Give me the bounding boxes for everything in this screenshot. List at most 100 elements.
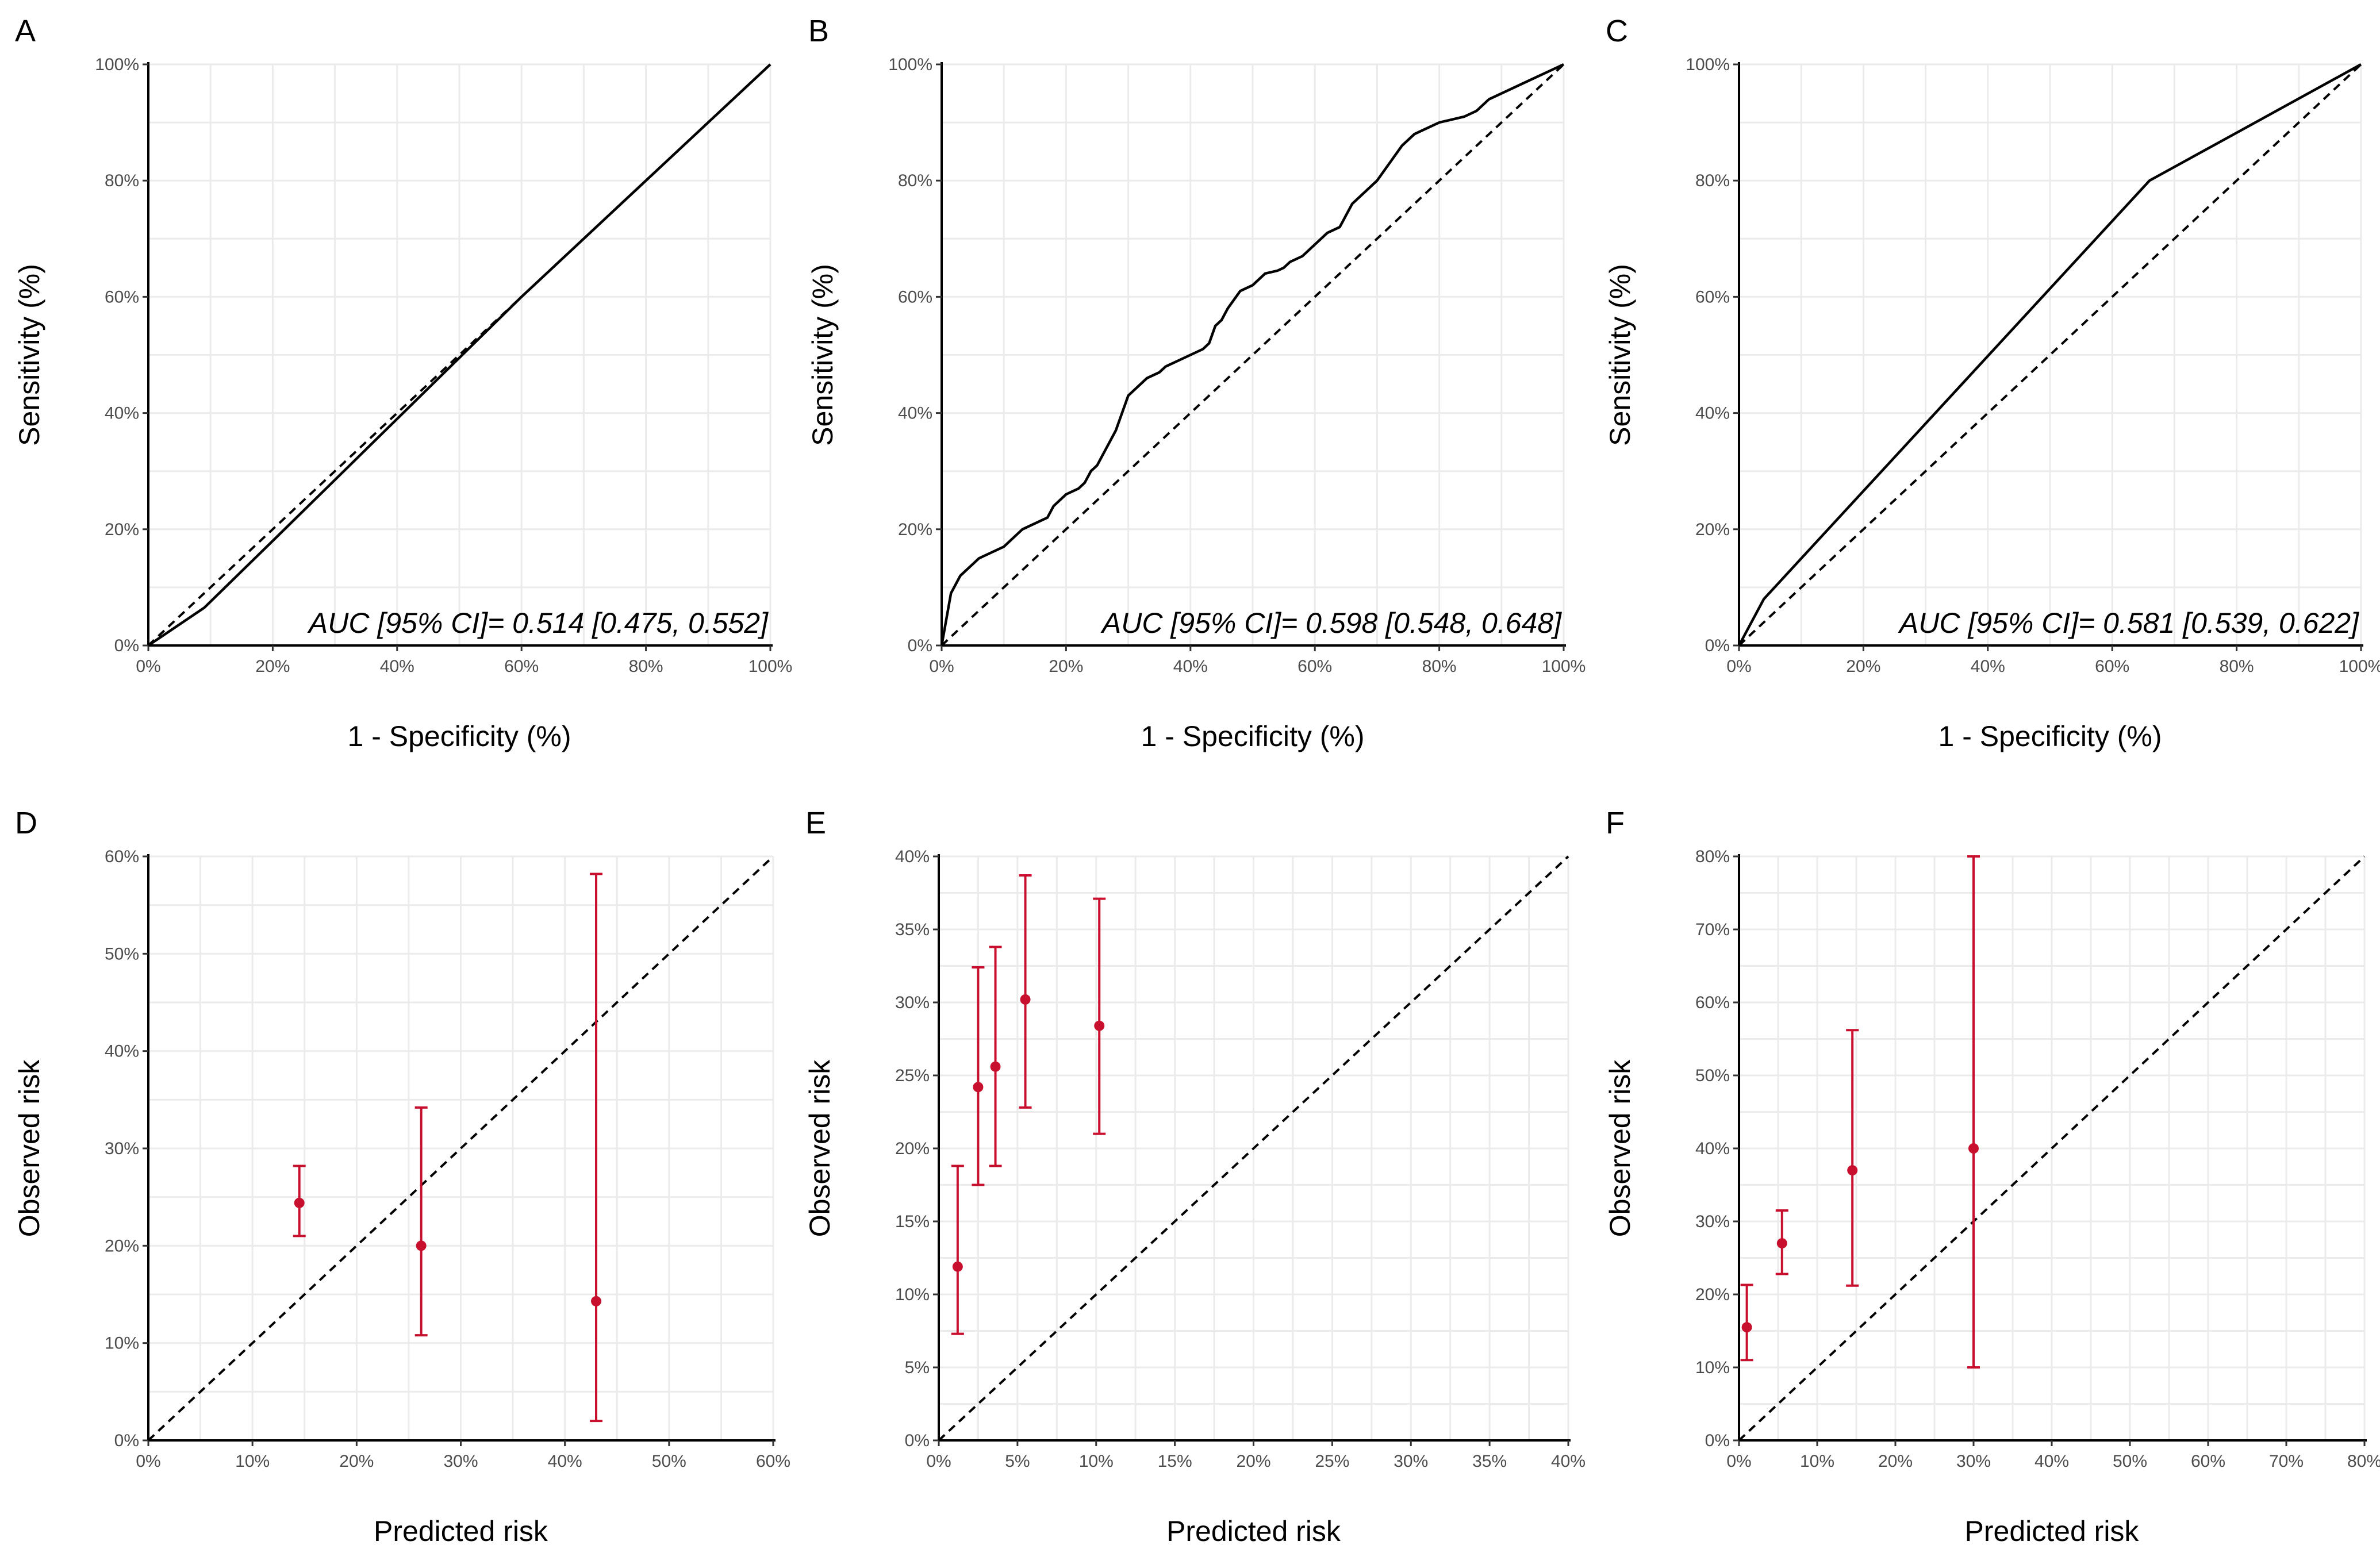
y-tick-label: 0% — [905, 1431, 930, 1450]
y-tick-label: 40% — [1695, 404, 1730, 423]
x-tick-label: 10% — [1800, 1452, 1834, 1471]
y-tick-label: 0% — [1705, 636, 1730, 655]
y-tick-label: 30% — [1695, 1212, 1730, 1231]
panel-letter: B — [808, 14, 829, 48]
y-tick-label: 20% — [895, 1139, 930, 1158]
x-tick-label: 80% — [2220, 657, 2254, 676]
y-tick-label: 60% — [898, 287, 932, 306]
panel-letter: F — [1606, 806, 1625, 840]
y-tick-label: 80% — [1695, 847, 1730, 866]
calibration-point — [590, 873, 603, 1423]
y-tick-label: 20% — [1695, 1285, 1730, 1304]
y-tick-label: 5% — [905, 1358, 930, 1377]
panel-b: B 0% 20% 40% 60% 80% 100% 0% 20% 40% 60% 80% 100% 1 -… — [807, 14, 1586, 752]
x-tick-label: 5% — [1005, 1452, 1030, 1471]
data-point — [591, 1296, 602, 1306]
y-tick-label: 10% — [105, 1334, 139, 1353]
data-point — [973, 1082, 984, 1093]
y-axis-title: Observed risk — [13, 1059, 45, 1237]
y-tick-label: 40% — [105, 1042, 139, 1061]
auc-annotation: AUC [95% CI]= 0.598 [0.548, 0.648] — [1100, 607, 1562, 639]
data-point — [1776, 1238, 1787, 1249]
panel-letter: E — [805, 806, 826, 840]
x-tick-label: 0% — [136, 1452, 160, 1471]
data-point — [990, 1061, 1001, 1072]
y-tick-label: 15% — [895, 1212, 930, 1231]
x-tick-label: 30% — [443, 1452, 478, 1471]
x-axis-title: 1 - Specificity (%) — [1141, 720, 1365, 752]
grid — [1738, 63, 2362, 647]
y-tick-label: 30% — [895, 993, 930, 1012]
x-axis-title: Predicted risk — [1965, 1515, 2140, 1545]
x-tick-label: 60% — [504, 657, 539, 676]
panel-letter: A — [15, 14, 36, 48]
data-point — [1968, 1143, 1979, 1154]
x-tick-label: 15% — [1158, 1452, 1192, 1471]
x-tick-label: 0% — [1726, 657, 1751, 676]
auc-annotation: AUC [95% CI]= 0.581 [0.539, 0.622] — [1898, 607, 2359, 639]
x-tick-label: 100% — [748, 657, 793, 676]
y-tick-label: 25% — [895, 1066, 930, 1085]
x-tick-label: 0% — [926, 1452, 951, 1471]
reference-diagonal — [941, 63, 1565, 647]
y-axis-title: Observed risk — [804, 1059, 836, 1237]
y-tick-label: 60% — [1695, 993, 1730, 1012]
x-tick-label: 100% — [1542, 657, 1586, 676]
y-tick-label: 40% — [105, 404, 139, 423]
calibration-point — [1093, 897, 1106, 1135]
calibration-point — [293, 1164, 306, 1237]
y-tick-label: 40% — [898, 404, 932, 423]
x-tick-label: 60% — [2095, 657, 2129, 676]
y-tick-label: 35% — [895, 920, 930, 939]
x-tick-label: 40% — [1173, 657, 1208, 676]
y-tick-label: 20% — [105, 520, 139, 539]
x-axis-title: Predicted risk — [1166, 1515, 1341, 1545]
x-tick-label: 20% — [255, 657, 290, 676]
y-tick-label: 100% — [95, 55, 139, 74]
x-tick-label: 40% — [1971, 657, 2005, 676]
x-tick-label: 20% — [1878, 1452, 1913, 1471]
y-tick-label: 10% — [895, 1285, 930, 1304]
reference-diagonal — [938, 855, 1569, 1442]
x-tick-label: 30% — [1956, 1452, 1991, 1471]
panel-letter: D — [15, 806, 37, 840]
calibration-point — [414, 1106, 428, 1337]
y-tick-label: 50% — [105, 944, 139, 963]
auc-annotation: AUC [95% CI]= 0.514 [0.475, 0.552] — [307, 607, 769, 639]
panel-c: C 0% 20% 40% 60% 80% 100% 0% 20% 40% 60% 80% 100% 1 -… — [1604, 14, 2380, 752]
x-tick-label: 10% — [235, 1452, 270, 1471]
calibration-point — [989, 946, 1002, 1167]
x-tick-label: 50% — [2113, 1452, 2147, 1471]
calibration-point — [1967, 855, 1980, 1369]
calibration-point — [951, 1164, 964, 1335]
panel-letter: C — [1606, 14, 1628, 48]
x-tick-label: 0% — [929, 657, 954, 676]
y-tick-label: 0% — [908, 636, 932, 655]
y-tick-label: 20% — [1695, 520, 1730, 539]
y-tick-label: 80% — [105, 171, 139, 190]
x-tick-label: 20% — [1236, 1452, 1270, 1471]
roc-curve — [1738, 63, 2362, 647]
y-tick-label: 70% — [1695, 920, 1730, 939]
x-tick-label: 20% — [1846, 657, 1880, 676]
y-tick-label: 20% — [898, 520, 932, 539]
data-point — [1847, 1165, 1858, 1176]
x-tick-label: 50% — [652, 1452, 686, 1471]
x-axis-title: 1 - Specificity (%) — [1938, 720, 2162, 752]
panel-e: E 0% 5% 10% 15% 20% 25% 30% 35% 40% 0% 5% 10% 15% 20% 2… — [804, 806, 1586, 1545]
y-tick-label: 0% — [1705, 1431, 1730, 1450]
y-axis-title: Sensitivity (%) — [807, 264, 839, 446]
reference-diagonal — [1738, 855, 2366, 1442]
data-point — [416, 1240, 427, 1251]
y-tick-label: 100% — [1686, 55, 1730, 74]
x-tick-label: 80% — [2347, 1452, 2380, 1471]
x-tick-label: 80% — [629, 657, 663, 676]
data-point — [952, 1261, 963, 1272]
x-tick-label: 30% — [1394, 1452, 1428, 1471]
y-tick-label: 60% — [105, 287, 139, 306]
calibration-point — [1019, 874, 1032, 1109]
y-tick-label: 100% — [888, 55, 932, 74]
x-tick-label: 60% — [756, 1452, 790, 1471]
reference-diagonal — [1738, 63, 2362, 647]
